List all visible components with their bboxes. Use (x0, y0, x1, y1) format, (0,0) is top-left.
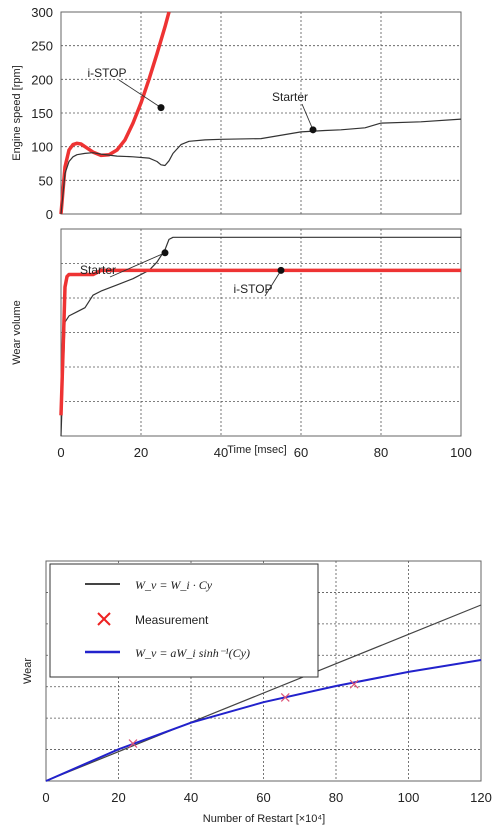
x-axis-label: Number of Restart [×10⁴] (203, 813, 325, 825)
series-line-2 (59, 268, 461, 416)
annotation-leader (118, 79, 162, 108)
annotation-leader (264, 270, 282, 297)
x-tick-label: 60 (294, 445, 308, 460)
y-axis-label: Engine speed [rpm] (11, 65, 23, 160)
series-line-1 (60, 236, 461, 437)
x-tick-label: 20 (134, 445, 148, 460)
y-tick-label: 50 (39, 173, 53, 188)
legend (49, 563, 319, 678)
y-tick-label: 250 (31, 39, 53, 54)
x-tick-label: 20 (111, 790, 125, 805)
marker-stroke (280, 692, 290, 702)
legend-swatch (97, 612, 111, 626)
annotation-label: Starter (80, 263, 116, 277)
x-tick-label: 0 (42, 790, 49, 805)
x-tick-label: 100 (450, 445, 472, 460)
annotation-label: i-STOP (233, 282, 272, 296)
measurement-point (128, 739, 138, 749)
legend-label: Measurement (135, 613, 209, 627)
annotation-marker (309, 126, 317, 134)
chart-panel-2 (59, 228, 462, 437)
x-tick-label: 100 (398, 790, 420, 805)
x-axis-label: Time [msec] (227, 444, 287, 456)
y-tick-label: 200 (31, 72, 53, 87)
x-tick-label: 40 (184, 790, 198, 805)
y-tick-label: 300 (31, 5, 53, 20)
y-axis-label: Wear (22, 658, 34, 684)
series-line-1 (45, 604, 482, 782)
annotation-marker (157, 104, 165, 112)
chart-panel-1 (59, 11, 462, 215)
annotation-leader (301, 103, 314, 131)
legend-box (49, 563, 319, 678)
y-tick-label: 100 (31, 140, 53, 155)
x-tick-label: 120 (470, 790, 492, 805)
x-tick-label: 0 (57, 445, 64, 460)
series-line-2 (45, 659, 482, 782)
annotation-label: i-STOP (87, 66, 126, 80)
annotation-marker (277, 266, 285, 274)
marker-stroke (128, 739, 138, 749)
x-tick-label: 80 (374, 445, 388, 460)
annotation-leader (109, 252, 166, 278)
x-tick-label: 80 (329, 790, 343, 805)
annotation-label: Starter (272, 90, 308, 104)
x-tick-label: 40 (214, 445, 228, 460)
measurement-point (280, 692, 290, 702)
marker-stroke (349, 679, 359, 689)
y-axis-label: Wear volume (11, 300, 23, 365)
x-tick-label: 60 (256, 790, 270, 805)
annotation-marker (161, 249, 169, 257)
legend-label: W_v = aW_i sinh⁻¹(Cy) (135, 646, 250, 660)
y-tick-label: 0 (46, 207, 53, 222)
chart-panel-3 (45, 560, 482, 782)
legend-label: W_v = W_i · Cy (135, 578, 213, 592)
y-tick-label: 150 (31, 106, 53, 121)
measurement-point (349, 679, 359, 689)
series-line-2 (60, 118, 462, 215)
